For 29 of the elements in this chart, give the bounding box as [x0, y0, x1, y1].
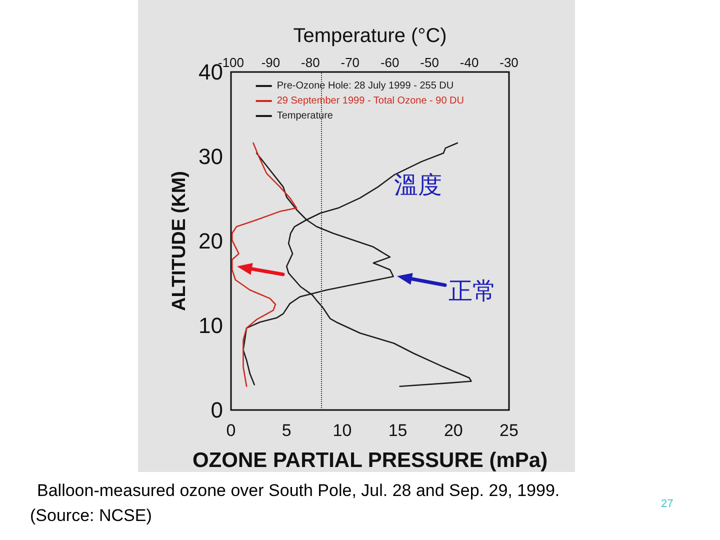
- x2-tick-label: -60: [380, 55, 400, 70]
- y-tick-label: 20: [198, 228, 223, 254]
- x2-tick-label: -30: [500, 55, 518, 70]
- annotation: 溫度: [394, 171, 442, 199]
- y-tick-label: 10: [198, 313, 223, 338]
- x-tick-label: 5: [282, 421, 292, 440]
- x2-tick-label: -70: [340, 55, 360, 70]
- legend-label: Pre-Ozone Hole: 28 July 1999 - 255 DU: [276, 80, 454, 92]
- y-tick-label: 0: [210, 398, 223, 422]
- y-axis-title: ALTITUDE (KM): [169, 170, 190, 312]
- legend-label: 29 September 1999 - Total Ozone - 90 DU: [276, 96, 464, 106]
- x2-tick-label: -80: [301, 55, 320, 70]
- text: 27: [661, 498, 674, 511]
- x-tick-label: 15: [388, 421, 408, 440]
- text: Balloon-measured ozone over South Pole, Jul. 28 and Sep. 29, 1999.: [37, 481, 560, 501]
- legend-label: Temperature: [276, 110, 334, 122]
- x-tick-label: 10: [332, 421, 352, 440]
- x-tick-label: 25: [500, 421, 518, 440]
- text: (Source: NCSE): [30, 506, 152, 526]
- y-tick-label: 30: [198, 144, 223, 169]
- x-tick-label: 0: [226, 421, 236, 440]
- x2-tick-label: -90: [261, 55, 280, 70]
- x2-tick-label: -50: [420, 55, 439, 70]
- x2-axis-title: Temperature (°C): [293, 25, 447, 47]
- x-axis-title: OZONE PARTIAL PRESSURE (mPa): [192, 449, 548, 472]
- annotation: 正常: [448, 277, 496, 306]
- x2-tick-label: -40: [460, 55, 479, 70]
- line-series: [231, 142, 298, 387]
- x-tick-label: 20: [444, 421, 463, 440]
